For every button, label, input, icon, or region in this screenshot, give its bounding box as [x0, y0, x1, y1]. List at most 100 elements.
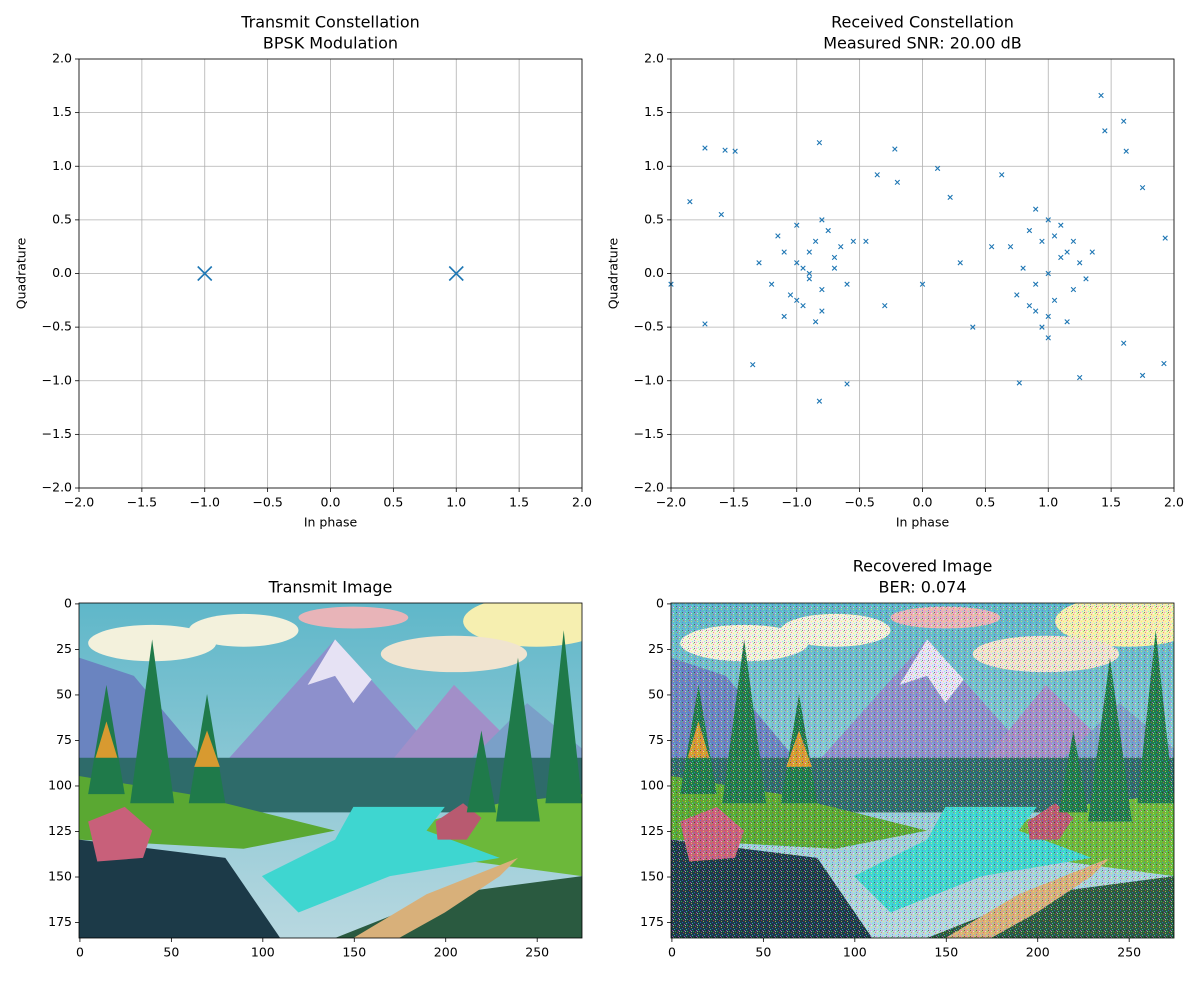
point: [197, 265, 213, 282]
point: [722, 147, 728, 153]
point: [825, 227, 831, 234]
point: [1045, 335, 1051, 341]
y-tick-label: 100: [640, 777, 664, 792]
point: [1162, 235, 1168, 241]
x-tick-label: 1.0: [1038, 495, 1058, 510]
point: [448, 265, 464, 282]
point: [1139, 372, 1146, 379]
y-tick-label: 25: [56, 641, 72, 656]
x-tick-label: 1.5: [509, 495, 529, 510]
y-tick-label: 75: [56, 732, 72, 747]
point: [1020, 265, 1026, 271]
x-tick-label: 2.0: [1164, 495, 1184, 510]
x-tick-label: 50: [163, 945, 179, 960]
axes: 0 50 100 150 200 250 0 25 50 75 100 125 150 175 Recove…: [640, 557, 1175, 960]
x-tick-label: −0.5: [252, 495, 282, 510]
point: [934, 165, 941, 172]
point: [1121, 118, 1127, 124]
point: [1007, 243, 1014, 250]
axes: −2.0 −1.5 −1.0 −0.5 0.0 0.5 1.0 1.5 2.0 −2.0 −1.5 −…: [606, 13, 1184, 530]
axes-frame: [78, 58, 583, 489]
y-tick-label: 50: [56, 686, 72, 701]
y-tick-label: 1.0: [644, 158, 664, 173]
point: [1089, 249, 1095, 255]
y-tick-label: 1.5: [644, 104, 664, 119]
chart-subtitle: BPSK Modulation: [263, 34, 398, 53]
y-tick-label: 0.0: [52, 265, 72, 280]
point: [1064, 249, 1070, 255]
y-tick-label: 0.5: [52, 211, 72, 226]
point: [957, 260, 963, 266]
y-tick-label: 125: [640, 823, 664, 838]
point: [806, 249, 813, 255]
x-tick-label: 1.5: [1101, 495, 1121, 510]
x-tick-label: 200: [434, 945, 458, 960]
point: [1058, 254, 1064, 261]
point: [768, 281, 775, 287]
point: [999, 172, 1005, 178]
x-tick-label: 0.5: [383, 495, 403, 510]
y-tick-label: 150: [48, 869, 72, 884]
y-tick-label: −0.5: [634, 319, 664, 334]
point: [850, 238, 857, 245]
y-tick-label: 50: [648, 686, 664, 701]
y-tick-label: −1.0: [634, 372, 664, 387]
point: [819, 286, 825, 293]
y-tick-label: 2.0: [52, 51, 72, 66]
point: [844, 281, 850, 287]
x-tick-label: 0.0: [321, 495, 341, 510]
point: [1045, 313, 1051, 320]
x-tick-label: 0: [668, 945, 676, 960]
point: [1083, 276, 1089, 282]
point: [1121, 340, 1127, 346]
point: [1032, 281, 1039, 287]
y-tick-label: 175: [640, 914, 664, 929]
axes-frame: [78, 602, 583, 939]
point: [1077, 374, 1083, 381]
point: [1070, 238, 1077, 245]
point: [794, 297, 800, 304]
point: [970, 324, 976, 330]
point: [863, 238, 869, 245]
point: [1051, 297, 1058, 304]
axes-frame: [670, 58, 1175, 489]
chart-title: Recovered Image: [853, 557, 993, 576]
x-tick-label: 50: [755, 945, 771, 960]
point: [838, 243, 844, 250]
y-tick-label: 0: [656, 595, 664, 610]
point: [1102, 128, 1108, 134]
y-tick-label: 75: [648, 732, 664, 747]
point: [1051, 233, 1058, 239]
point: [1070, 286, 1077, 293]
point: [947, 194, 953, 201]
axes: 0 50 100 150 200 250 0 25 50 75 100 125 150 175 Transm…: [48, 578, 583, 960]
point: [1098, 92, 1104, 99]
point: [892, 146, 898, 152]
y-axis-label: Quadrature: [606, 237, 621, 309]
point: [794, 222, 800, 228]
y-tick-label: 0: [64, 595, 72, 610]
point: [800, 265, 806, 271]
y-tick-label: 175: [48, 914, 72, 929]
y-tick-label: 100: [48, 777, 72, 792]
point: [816, 398, 823, 404]
y-tick-label: 1.0: [52, 158, 72, 173]
point: [816, 139, 823, 146]
chart-subtitle: BER: 0.074: [879, 578, 967, 597]
point: [1032, 206, 1039, 212]
point: [844, 381, 850, 387]
point: [800, 302, 806, 309]
point: [756, 260, 762, 266]
point: [894, 179, 901, 186]
x-tick-label: 200: [1026, 945, 1050, 960]
point: [812, 319, 819, 325]
chart-title: Received Constellation: [831, 13, 1014, 32]
axes: −2.0 −1.5 −1.0 −0.5 0.0 0.5 1.0 1.5 2.0 −2.0 −1.5 −…: [14, 13, 592, 530]
point: [1139, 185, 1146, 191]
y-tick-label: 0.0: [644, 265, 664, 280]
x-tick-label: −1.5: [719, 495, 749, 510]
y-tick-label: −0.5: [42, 319, 72, 334]
point: [732, 148, 738, 154]
point: [702, 321, 708, 327]
point: [1039, 324, 1045, 330]
